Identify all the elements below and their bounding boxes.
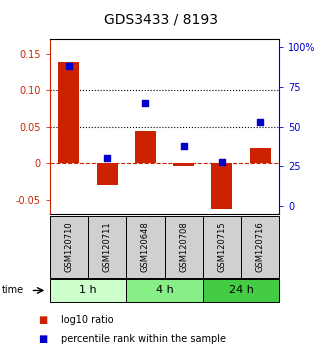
Text: GDS3433 / 8193: GDS3433 / 8193 [103,12,218,27]
Point [219,159,224,164]
Bar [173,163,194,166]
Text: percentile rank within the sample: percentile rank within the sample [61,334,226,344]
Text: ■: ■ [39,334,48,344]
Text: GSM120710: GSM120710 [65,222,74,272]
Point [105,156,110,161]
Bar [250,148,271,163]
Bar [58,62,79,163]
Text: 4 h: 4 h [156,285,173,296]
Text: log10 ratio: log10 ratio [61,315,114,325]
Point [143,100,148,105]
Text: GSM120711: GSM120711 [103,222,112,272]
Text: GSM120708: GSM120708 [179,222,188,272]
Point [181,143,186,149]
Text: GSM120715: GSM120715 [217,222,226,272]
Text: 24 h: 24 h [229,285,254,296]
Text: GSM120716: GSM120716 [256,222,265,272]
Text: 1 h: 1 h [79,285,97,296]
Text: GSM120648: GSM120648 [141,222,150,272]
Bar [211,163,232,209]
Text: ■: ■ [39,315,48,325]
Point [257,119,263,125]
Bar [135,131,156,163]
Text: time: time [2,285,24,296]
Bar [97,163,118,185]
Point [66,63,72,69]
